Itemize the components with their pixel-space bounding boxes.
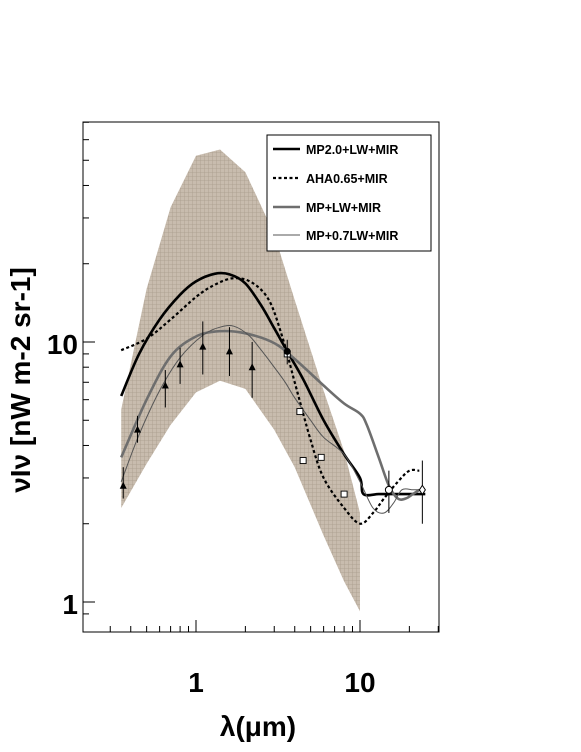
- triangle-point: [199, 342, 207, 350]
- triangle-point: [119, 481, 127, 489]
- series-line-mp-lw: [120, 329, 421, 501]
- square-point: [299, 457, 307, 464]
- data-markers: [119, 321, 426, 524]
- plot-area: [82, 121, 440, 633]
- series-line-aha: [120, 277, 420, 525]
- triangle-point: [176, 360, 184, 368]
- x-axis-title: λ(μm): [220, 711, 296, 742]
- legend: MP2.0+LW+MIR AHA0.65+MIR MP+LW+MIR MP+0.…: [266, 134, 432, 252]
- legend-label-aha: AHA0.65+MIR: [306, 172, 388, 186]
- square-point: [317, 453, 325, 461]
- band-area: [121, 149, 360, 612]
- uncertainty-band: [121, 149, 360, 612]
- legend-label-mp-lw: MP+LW+MIR: [306, 201, 381, 215]
- triangle-point: [248, 363, 256, 371]
- triangle-point: [134, 425, 142, 433]
- axis-ticks: [83, 121, 439, 632]
- series-line-mp2: [120, 271, 426, 497]
- open-circle-point: [384, 485, 393, 494]
- y-axis-title: νIν [nW m-2 sr-1]: [5, 267, 36, 493]
- triangle-point: [225, 347, 233, 355]
- square-point: [340, 490, 348, 498]
- legend-label-mp-07lw: MP+0.7LW+MIR: [306, 229, 398, 243]
- filled-circle-point: [283, 347, 291, 355]
- legend-box: [266, 134, 432, 252]
- diamond-point: [418, 484, 426, 496]
- y-tick-label-10: 10: [47, 329, 78, 360]
- legend-label-mp2: MP2.0+LW+MIR: [306, 143, 398, 157]
- triangle-point: [161, 381, 169, 389]
- y-tick-label-1: 1: [62, 589, 78, 620]
- x-tick-label-1: 1: [188, 667, 204, 698]
- x-tick-label-10: 10: [344, 667, 375, 698]
- square-point: [296, 408, 304, 416]
